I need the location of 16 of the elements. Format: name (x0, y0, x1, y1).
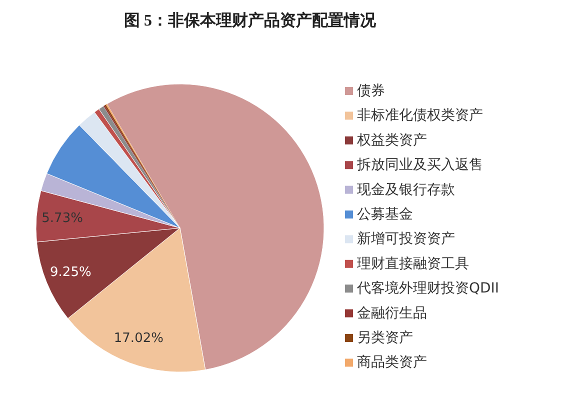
data-label: 5.73% (42, 210, 83, 226)
chart-title: 图 5：非保本理财产品资产配置情况 (124, 12, 377, 30)
legend-label: 新增可投资资产 (357, 231, 455, 248)
legend-label: 商品类资产 (357, 354, 427, 371)
legend-label: 权益类资产 (356, 132, 427, 148)
legend-label: 公募基金 (357, 206, 413, 222)
data-label: 17.02% (114, 331, 164, 346)
legend-label: 债券 (357, 83, 385, 99)
legend-label: 金融衍生品 (357, 305, 427, 322)
legend-label: 非标准化债权类资产 (357, 108, 483, 124)
legend-label: 代客境外理财投资QDII (356, 280, 500, 297)
legend-label: 现金及银行存款 (357, 182, 455, 198)
data-label: 9.25% (50, 265, 92, 280)
legend-label: 另类资产 (357, 330, 413, 346)
legend-label: 拆放同业及买入返售 (356, 157, 483, 174)
legend-label: 理财直接融资工具 (357, 256, 469, 272)
